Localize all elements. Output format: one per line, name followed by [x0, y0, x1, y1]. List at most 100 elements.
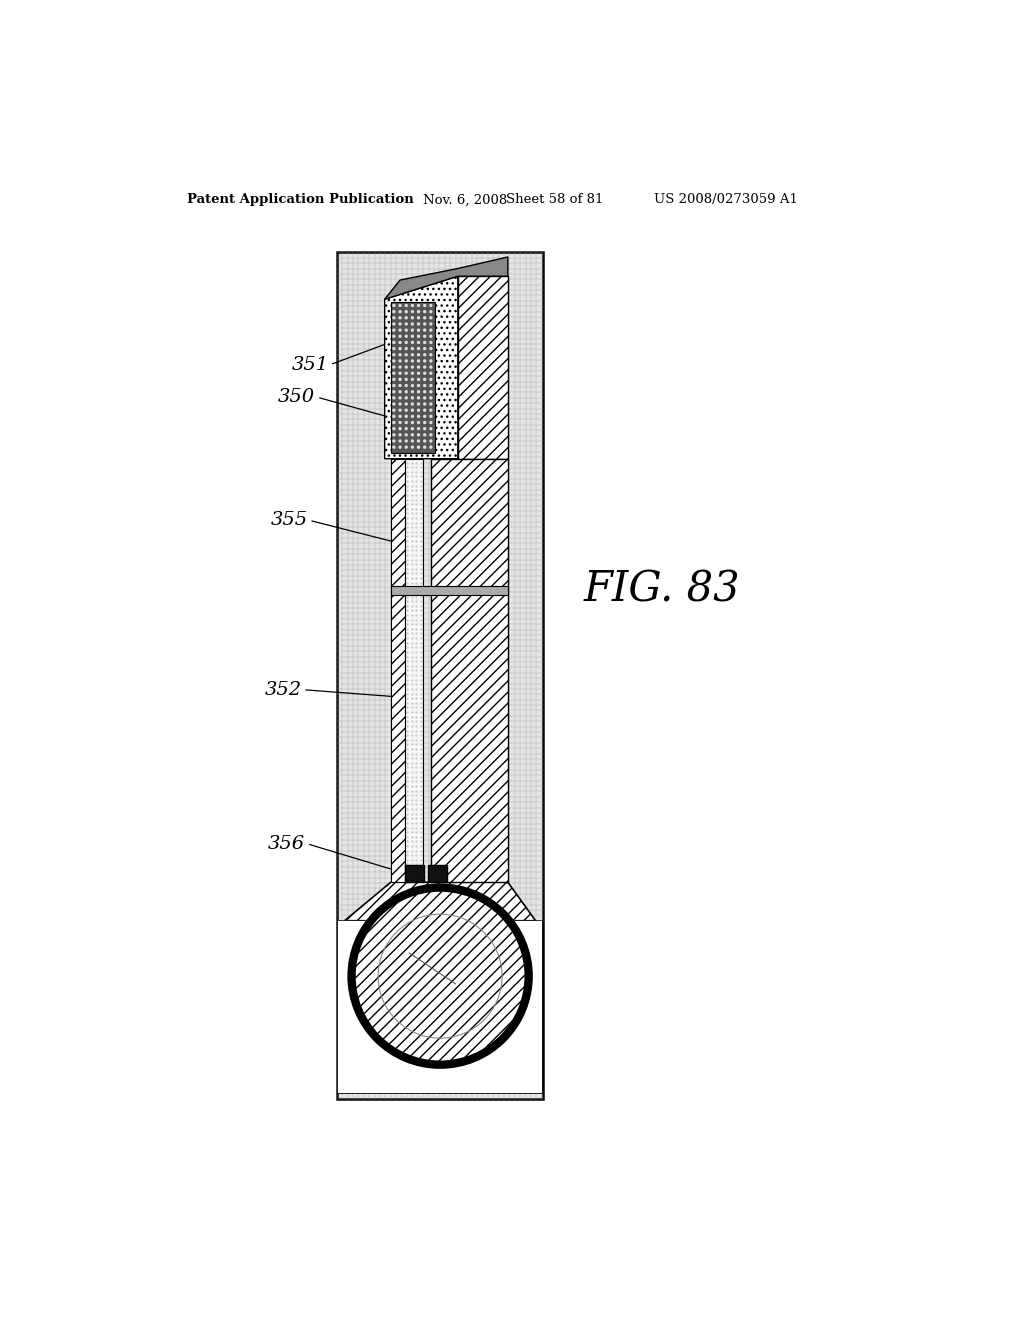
Bar	[337, 252, 544, 1100]
Circle shape	[404, 426, 408, 430]
Circle shape	[423, 414, 426, 418]
Circle shape	[411, 352, 414, 356]
Circle shape	[411, 304, 414, 308]
Circle shape	[429, 433, 432, 437]
Circle shape	[423, 426, 426, 430]
Circle shape	[417, 359, 420, 363]
Circle shape	[404, 408, 408, 412]
Circle shape	[411, 329, 414, 331]
Circle shape	[423, 329, 426, 331]
Circle shape	[411, 421, 414, 424]
Circle shape	[404, 414, 408, 418]
Circle shape	[429, 315, 432, 319]
Circle shape	[417, 366, 420, 368]
Polygon shape	[385, 257, 508, 300]
Circle shape	[392, 304, 395, 308]
Circle shape	[404, 445, 408, 449]
Circle shape	[429, 389, 432, 393]
Circle shape	[417, 384, 420, 387]
Circle shape	[429, 403, 432, 405]
Text: 356: 356	[268, 834, 305, 853]
Circle shape	[423, 384, 426, 387]
Circle shape	[398, 403, 401, 405]
Bar	[339, 921, 542, 1093]
Circle shape	[392, 433, 395, 437]
Circle shape	[398, 389, 401, 393]
Circle shape	[392, 371, 395, 375]
Circle shape	[429, 421, 432, 424]
Circle shape	[404, 304, 408, 308]
Circle shape	[404, 440, 408, 442]
Circle shape	[423, 322, 426, 326]
Circle shape	[404, 366, 408, 368]
Circle shape	[411, 378, 414, 381]
Circle shape	[417, 440, 420, 442]
Circle shape	[398, 378, 401, 381]
Polygon shape	[431, 459, 508, 882]
Circle shape	[417, 310, 420, 313]
Circle shape	[411, 322, 414, 326]
Circle shape	[398, 347, 401, 350]
Text: 351: 351	[291, 356, 329, 374]
Circle shape	[411, 310, 414, 313]
Circle shape	[398, 384, 401, 387]
Circle shape	[398, 304, 401, 308]
Circle shape	[423, 396, 426, 400]
Circle shape	[392, 440, 395, 442]
Circle shape	[392, 352, 395, 356]
Circle shape	[392, 341, 395, 345]
Circle shape	[404, 403, 408, 405]
Circle shape	[411, 389, 414, 393]
Circle shape	[404, 433, 408, 437]
Circle shape	[404, 347, 408, 350]
Circle shape	[392, 322, 395, 326]
Circle shape	[398, 445, 401, 449]
Circle shape	[423, 341, 426, 345]
Circle shape	[417, 389, 420, 393]
Circle shape	[423, 445, 426, 449]
Circle shape	[417, 396, 420, 400]
Polygon shape	[458, 276, 508, 459]
Circle shape	[423, 352, 426, 356]
Circle shape	[429, 310, 432, 313]
Circle shape	[417, 378, 420, 381]
Circle shape	[423, 421, 426, 424]
Circle shape	[392, 366, 395, 368]
Circle shape	[392, 396, 395, 400]
Circle shape	[392, 408, 395, 412]
Circle shape	[411, 366, 414, 368]
Circle shape	[417, 445, 420, 449]
Bar	[339, 921, 542, 1093]
Bar	[391, 586, 508, 595]
Circle shape	[392, 315, 395, 319]
Circle shape	[429, 329, 432, 331]
Text: Sheet 58 of 81: Sheet 58 of 81	[506, 194, 604, 206]
Circle shape	[417, 433, 420, 437]
Circle shape	[423, 334, 426, 338]
Circle shape	[392, 378, 395, 381]
Circle shape	[392, 421, 395, 424]
Circle shape	[417, 414, 420, 418]
Circle shape	[429, 414, 432, 418]
Circle shape	[423, 403, 426, 405]
Circle shape	[398, 426, 401, 430]
Circle shape	[392, 347, 395, 350]
Circle shape	[411, 433, 414, 437]
Circle shape	[398, 310, 401, 313]
Circle shape	[398, 329, 401, 331]
Circle shape	[411, 414, 414, 418]
Circle shape	[404, 352, 408, 356]
Circle shape	[429, 426, 432, 430]
Circle shape	[417, 352, 420, 356]
Circle shape	[429, 408, 432, 412]
Circle shape	[411, 396, 414, 400]
Circle shape	[417, 421, 420, 424]
Circle shape	[417, 334, 420, 338]
Circle shape	[411, 315, 414, 319]
Circle shape	[411, 334, 414, 338]
Circle shape	[429, 384, 432, 387]
Circle shape	[392, 403, 395, 405]
Circle shape	[417, 426, 420, 430]
Circle shape	[417, 304, 420, 308]
Circle shape	[398, 440, 401, 442]
